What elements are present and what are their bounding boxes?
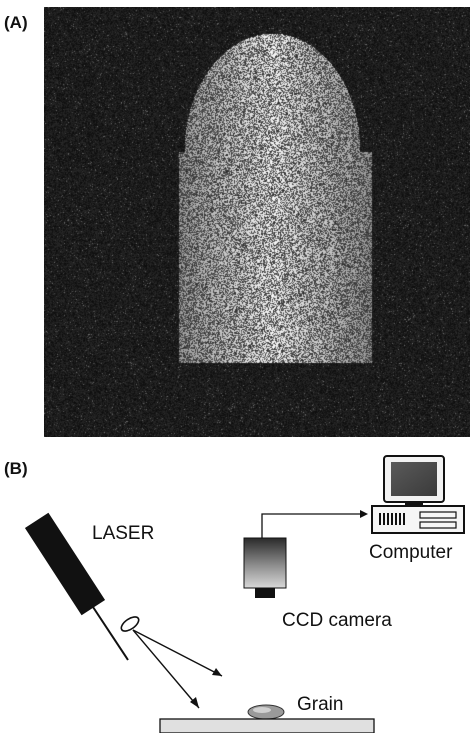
- panel-b-label: (B): [4, 459, 28, 478]
- laser-label: LASER: [92, 523, 154, 544]
- sample-platform: [159, 718, 375, 733]
- grain-icon: [247, 704, 285, 720]
- laser-beams: [132, 629, 223, 709]
- ccd-camera-icon: [243, 537, 287, 598]
- computer-icon: [371, 455, 465, 534]
- computer-label: Computer: [369, 542, 453, 563]
- laser-icon: [24, 512, 140, 661]
- speckle-pattern-canvas: [44, 7, 470, 437]
- grain-label: Grain: [297, 694, 343, 715]
- speckle-image: [44, 7, 470, 437]
- setup-diagram: LASER CCD camera: [24, 455, 465, 733]
- camera-label: CCD camera: [282, 610, 392, 631]
- camera-cable: [261, 510, 368, 538]
- lens-icon: [120, 616, 140, 632]
- panel-a-label: (A): [4, 13, 28, 32]
